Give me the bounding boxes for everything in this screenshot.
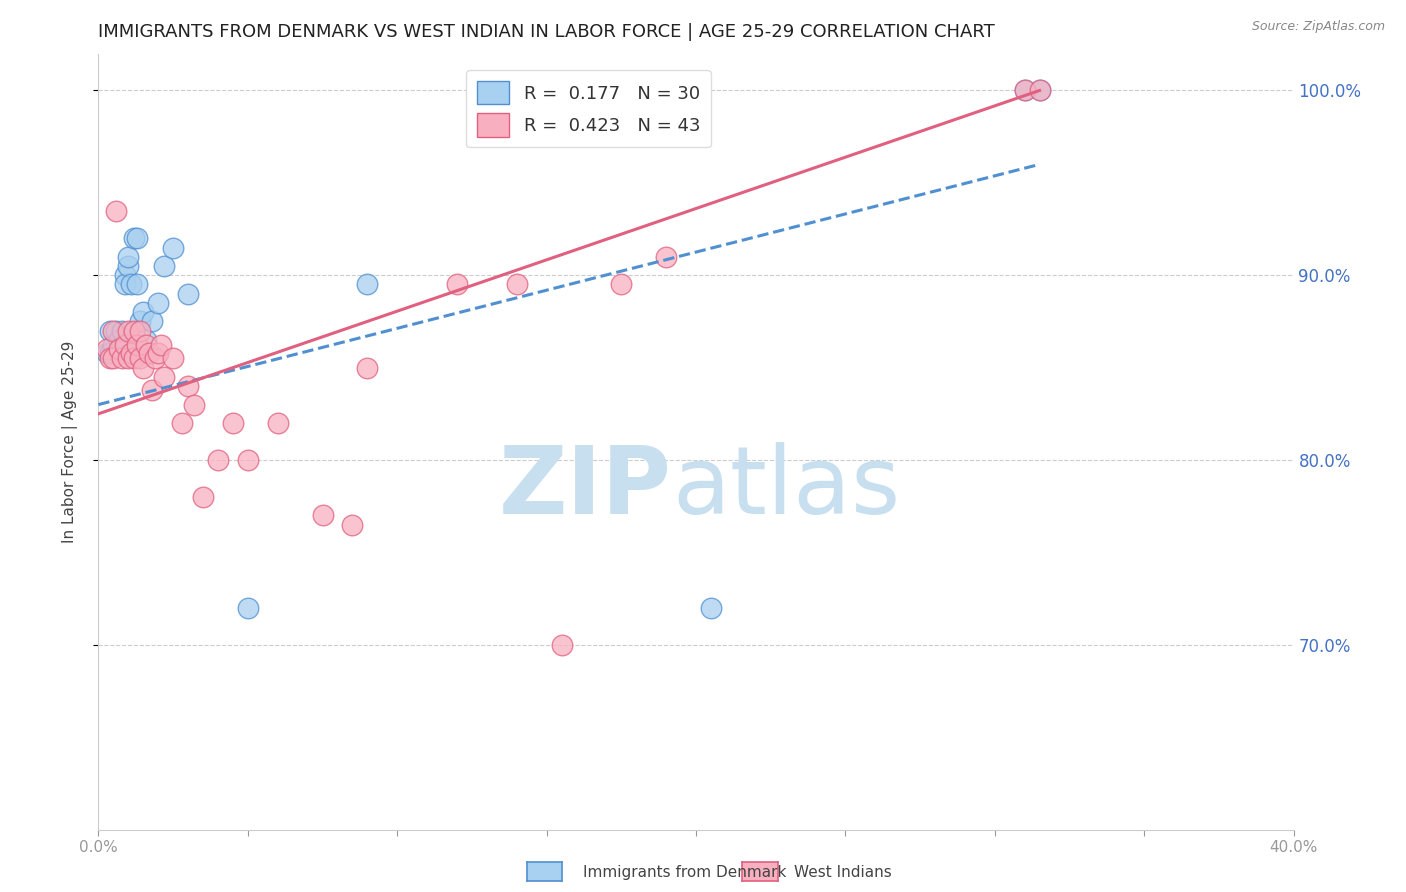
Point — [148, 346, 170, 360]
Point — [124, 231, 146, 245]
Point — [98, 324, 122, 338]
Point — [177, 286, 200, 301]
Point — [183, 398, 205, 412]
Point — [446, 277, 468, 292]
Point — [132, 360, 155, 375]
Point — [141, 314, 163, 328]
Text: ZIP: ZIP — [499, 442, 672, 534]
Legend: R =  0.177   N = 30, R =  0.423   N = 43: R = 0.177 N = 30, R = 0.423 N = 43 — [465, 70, 711, 147]
Point — [127, 277, 149, 292]
Point — [191, 490, 214, 504]
Point — [153, 370, 176, 384]
Point — [141, 383, 163, 397]
Point — [124, 351, 146, 366]
Point — [114, 268, 136, 283]
Point — [342, 517, 364, 532]
Point — [127, 231, 149, 245]
Point — [177, 379, 200, 393]
Point — [114, 277, 136, 292]
Point — [207, 453, 229, 467]
Point — [610, 83, 633, 97]
Point — [162, 240, 184, 255]
Point — [105, 324, 128, 338]
Point — [162, 351, 184, 366]
Point — [1028, 83, 1050, 97]
Point — [129, 314, 152, 328]
Point — [150, 338, 173, 352]
Point — [356, 277, 378, 292]
Y-axis label: In Labor Force | Age 25-29: In Labor Force | Age 25-29 — [62, 341, 77, 542]
Text: West Indians: West Indians — [794, 865, 893, 880]
Point — [236, 600, 259, 615]
Point — [120, 277, 142, 292]
Point — [103, 338, 125, 352]
Point — [550, 638, 572, 652]
Point — [1014, 83, 1036, 97]
Point — [1028, 83, 1050, 97]
Point — [103, 324, 125, 338]
Point — [96, 346, 118, 360]
Point — [506, 277, 529, 292]
Point — [153, 259, 176, 273]
Text: IMMIGRANTS FROM DENMARK VS WEST INDIAN IN LABOR FORCE | AGE 25-29 CORRELATION CH: IMMIGRANTS FROM DENMARK VS WEST INDIAN I… — [98, 23, 995, 41]
Point — [111, 351, 134, 366]
Point — [98, 351, 122, 366]
Point — [111, 324, 134, 338]
Point — [700, 600, 723, 615]
Point — [267, 416, 290, 430]
Point — [108, 333, 131, 347]
Point — [98, 346, 122, 360]
Point — [148, 296, 170, 310]
Point — [135, 333, 157, 347]
Point — [222, 416, 245, 430]
Point — [103, 351, 125, 366]
Point — [96, 342, 118, 356]
Point — [138, 346, 160, 360]
Text: Source: ZipAtlas.com: Source: ZipAtlas.com — [1251, 20, 1385, 33]
Point — [117, 351, 139, 366]
Point — [117, 259, 139, 273]
Text: Immigrants from Denmark: Immigrants from Denmark — [583, 865, 787, 880]
Point — [135, 338, 157, 352]
Point — [114, 338, 136, 352]
Point — [105, 203, 128, 218]
Point — [129, 351, 152, 366]
Point — [356, 360, 378, 375]
Point — [143, 351, 166, 366]
Point — [120, 346, 142, 360]
Point — [111, 338, 134, 352]
Point — [124, 324, 146, 338]
Point — [108, 342, 131, 356]
Point — [117, 324, 139, 338]
Point — [311, 508, 333, 523]
Point — [127, 338, 149, 352]
Point — [172, 416, 194, 430]
Point — [655, 250, 678, 264]
Point — [610, 277, 633, 292]
Point — [129, 324, 152, 338]
Point — [117, 250, 139, 264]
Point — [1014, 83, 1036, 97]
Point — [236, 453, 259, 467]
Point — [132, 305, 155, 319]
Text: atlas: atlas — [672, 442, 900, 534]
